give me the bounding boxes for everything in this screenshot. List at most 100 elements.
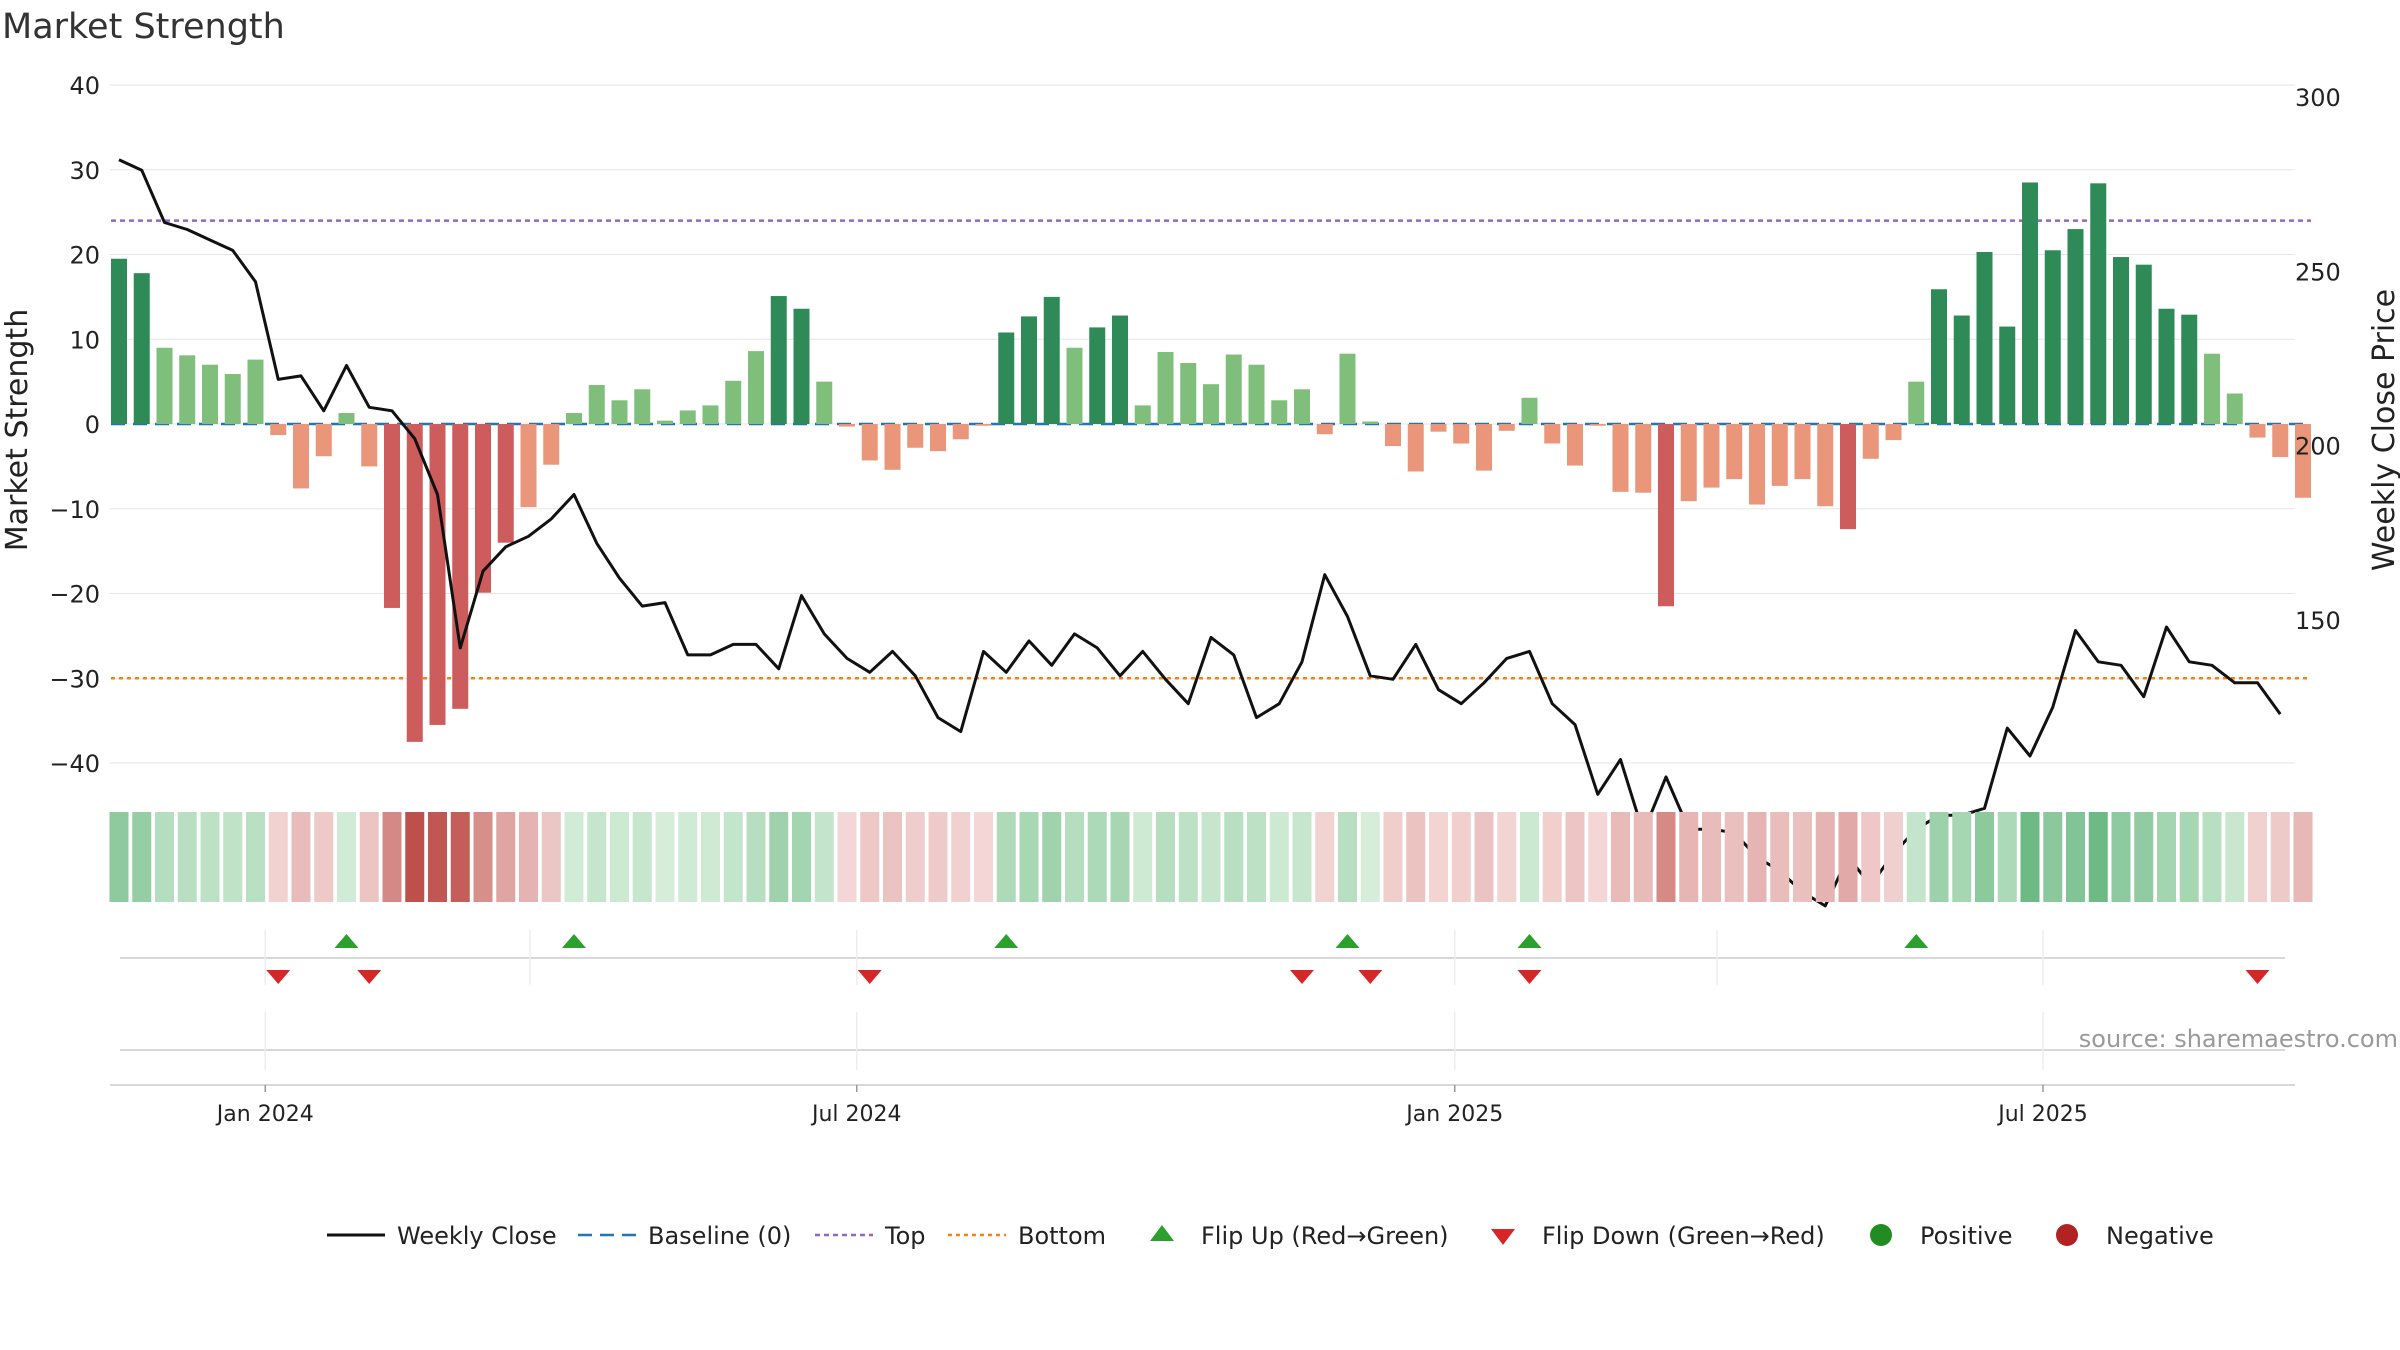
heat-cell	[1884, 812, 1903, 902]
legend-label: Flip Down (Green→Red)	[1542, 1222, 1825, 1250]
strength-bar	[156, 347, 173, 425]
legend-label: Bottom	[1018, 1222, 1106, 1250]
strength-bar	[793, 308, 810, 425]
strength-bar	[1157, 351, 1174, 425]
heat-cell	[1429, 812, 1448, 902]
left-tick-label: −10	[49, 496, 100, 524]
heat-cell	[1201, 812, 1221, 902]
strength-bar	[475, 424, 491, 593]
heat-cell	[1611, 812, 1630, 902]
heat-cell	[1019, 812, 1039, 902]
strength-bar	[1498, 424, 1515, 431]
strength-bar	[839, 424, 855, 427]
strength-bar	[1840, 424, 1856, 530]
legend-item: Baseline (0)	[578, 1222, 791, 1250]
strength-bar	[1521, 397, 1538, 425]
strength-bar	[270, 424, 287, 436]
strength-bar	[1294, 389, 1310, 425]
heat-cell	[632, 812, 652, 902]
strength-bar	[1680, 424, 1697, 502]
strength-bar	[543, 424, 560, 465]
heat-cell	[1087, 812, 1107, 902]
heat-cell	[1724, 812, 1744, 902]
heat-cell	[1906, 812, 1926, 902]
left-tick-label: −40	[49, 750, 100, 778]
right-tick-label: 150	[2295, 607, 2341, 635]
legend-up-swatch	[1150, 1225, 1174, 1241]
heat-cell	[2225, 812, 2245, 902]
heat-cell	[405, 812, 425, 902]
heat-cell	[1997, 812, 2017, 902]
strength-bar	[1908, 381, 1925, 425]
heat-cell	[2202, 812, 2222, 902]
left-tick-label: 10	[69, 326, 100, 354]
strength-bar	[2022, 182, 2038, 425]
heat-cell	[177, 812, 197, 902]
heat-cell	[1747, 812, 1767, 902]
strength-bar	[1316, 424, 1333, 435]
heat-cell	[268, 812, 288, 902]
strength-bar	[2295, 424, 2311, 498]
heat-cell	[541, 812, 561, 902]
heat-cell	[792, 812, 811, 902]
heat-cell	[905, 812, 925, 902]
strength-bar	[952, 424, 969, 440]
right-axis: 300 250 200 150	[2295, 84, 2341, 635]
strength-bar	[338, 413, 355, 425]
heat-cell	[1383, 812, 1403, 902]
strength-bar	[702, 405, 719, 425]
strength-bar	[2226, 393, 2243, 425]
legend: Weekly Close Baseline (0) Top Bottom Flip Up…	[327, 1222, 2214, 1250]
heat-cell	[1815, 812, 1835, 902]
heat-cell	[769, 812, 789, 902]
strength-bar	[679, 410, 696, 425]
flip-up-marker	[1335, 934, 1360, 948]
strength-bar	[816, 381, 833, 425]
heat-cell	[1520, 812, 1539, 902]
strength-bar	[1749, 424, 1765, 505]
heat-cell	[2293, 812, 2313, 902]
strength-bar	[2249, 424, 2266, 438]
legend-item: Bottom	[948, 1222, 1106, 1250]
strength-bar	[634, 389, 651, 425]
strength-bar	[1931, 289, 1947, 425]
strength-bar	[1134, 405, 1151, 425]
heat-cell	[2248, 812, 2267, 902]
strength-bar	[566, 413, 582, 425]
heat-cell	[155, 812, 174, 902]
strength-bar	[315, 424, 332, 457]
heat-cell	[1406, 812, 1426, 902]
strength-bar	[1362, 421, 1379, 425]
strength-bar	[1771, 424, 1788, 486]
legend-label: Top	[884, 1222, 926, 1250]
strength-bar	[1248, 364, 1265, 425]
strength-bar	[2067, 229, 2084, 425]
strength-bar	[406, 424, 423, 742]
heat-cell	[837, 812, 857, 902]
heat-cell	[746, 812, 766, 902]
flip-down-marker	[1290, 970, 1314, 984]
legend-item: Flip Up (Red→Green)	[1150, 1222, 1449, 1250]
heat-cell	[2270, 812, 2290, 902]
strength-bar	[907, 424, 924, 448]
strength-bar	[1180, 363, 1197, 425]
heat-cell	[1588, 812, 1608, 902]
right-axis-label: Weekly Close Price	[2367, 289, 2400, 571]
heat-cell	[2043, 812, 2063, 902]
strength-bar	[224, 374, 241, 425]
flip-down-marker	[857, 970, 882, 984]
heat-cell	[1656, 812, 1676, 902]
strength-bar	[1885, 424, 1902, 441]
heat-cell	[1451, 812, 1471, 902]
heat-cell	[1474, 812, 1494, 902]
heat-cell	[200, 812, 220, 902]
strength-bar	[2272, 424, 2289, 458]
strength-bar	[133, 273, 150, 425]
left-axis: 40 30 20 10 0 −10 −20 −30 −40	[49, 72, 100, 778]
legend-item: Weekly Close	[327, 1222, 557, 1250]
flip-down-marker	[1517, 970, 1542, 984]
strength-bar	[429, 424, 446, 725]
strength-bar	[1021, 316, 1037, 425]
right-tick-label: 300	[2295, 84, 2341, 112]
strength-bar	[1817, 424, 1834, 507]
